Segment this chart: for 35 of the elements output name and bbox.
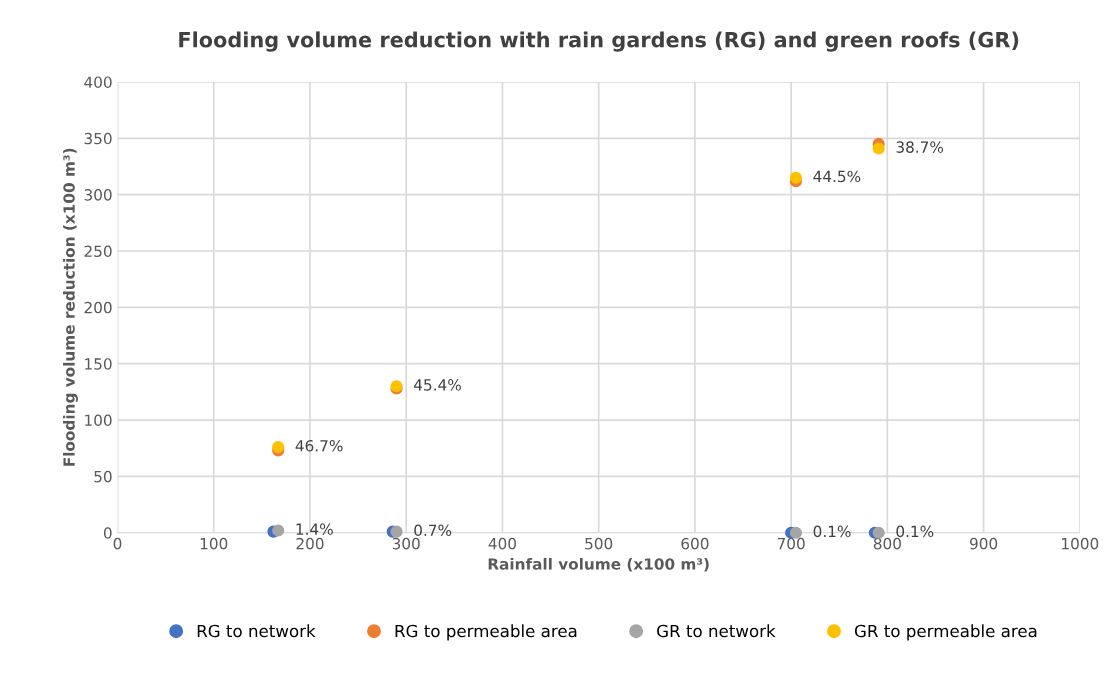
annotation: 38.7% (896, 141, 944, 153)
x-tick-label: 900 (969, 537, 998, 550)
y-tick-label: 100 (85, 414, 112, 427)
y-tick-label: 0 (103, 527, 112, 539)
annotation: 0.1% (813, 525, 851, 538)
y-axis-title: Flooding volume reduction (x100 m³) (63, 148, 78, 466)
x-tick-label: 800 (873, 537, 901, 550)
legend-label: GR to network (657, 624, 776, 638)
x-axis-title: Rainfall volume (x100 m³) (488, 557, 709, 572)
x-tick-label: 400 (488, 537, 516, 550)
annotation: 44.5% (813, 170, 861, 183)
y-tick-label: 50 (94, 470, 112, 483)
annotation: 1.4% (296, 523, 333, 535)
annotation: 0.1% (896, 525, 934, 538)
x-tick-label: 700 (777, 537, 805, 550)
x-tick-label: 1000 (1062, 537, 1099, 550)
x-tick-label: 100 (200, 537, 228, 550)
y-tick-label: 350 (84, 132, 112, 145)
legend-label: RG to permeable area (395, 624, 577, 641)
annotation: 46.7% (295, 439, 343, 452)
x-tick-label: 500 (585, 537, 613, 550)
annotation: 0.7% (414, 524, 452, 537)
y-tick-label: 250 (84, 245, 112, 258)
y-tick-label: 400 (84, 76, 112, 88)
x-tick-label: 200 (296, 537, 324, 550)
chart-title: Flooding volume reduction with rain gardens (RG) and green roofs (GR) (179, 31, 1019, 52)
annotation: 45.4% (413, 379, 461, 391)
x-tick-label: 600 (681, 537, 709, 550)
y-tick-label: 200 (84, 301, 112, 314)
legend-label: RG to network (197, 624, 316, 638)
x-tick-label: 0 (113, 537, 122, 550)
y-tick-label: 300 (84, 189, 112, 201)
legend-label: GR to permeable area (854, 624, 1037, 641)
y-tick-label: 150 (85, 358, 112, 370)
x-tick-label: 300 (392, 537, 420, 550)
